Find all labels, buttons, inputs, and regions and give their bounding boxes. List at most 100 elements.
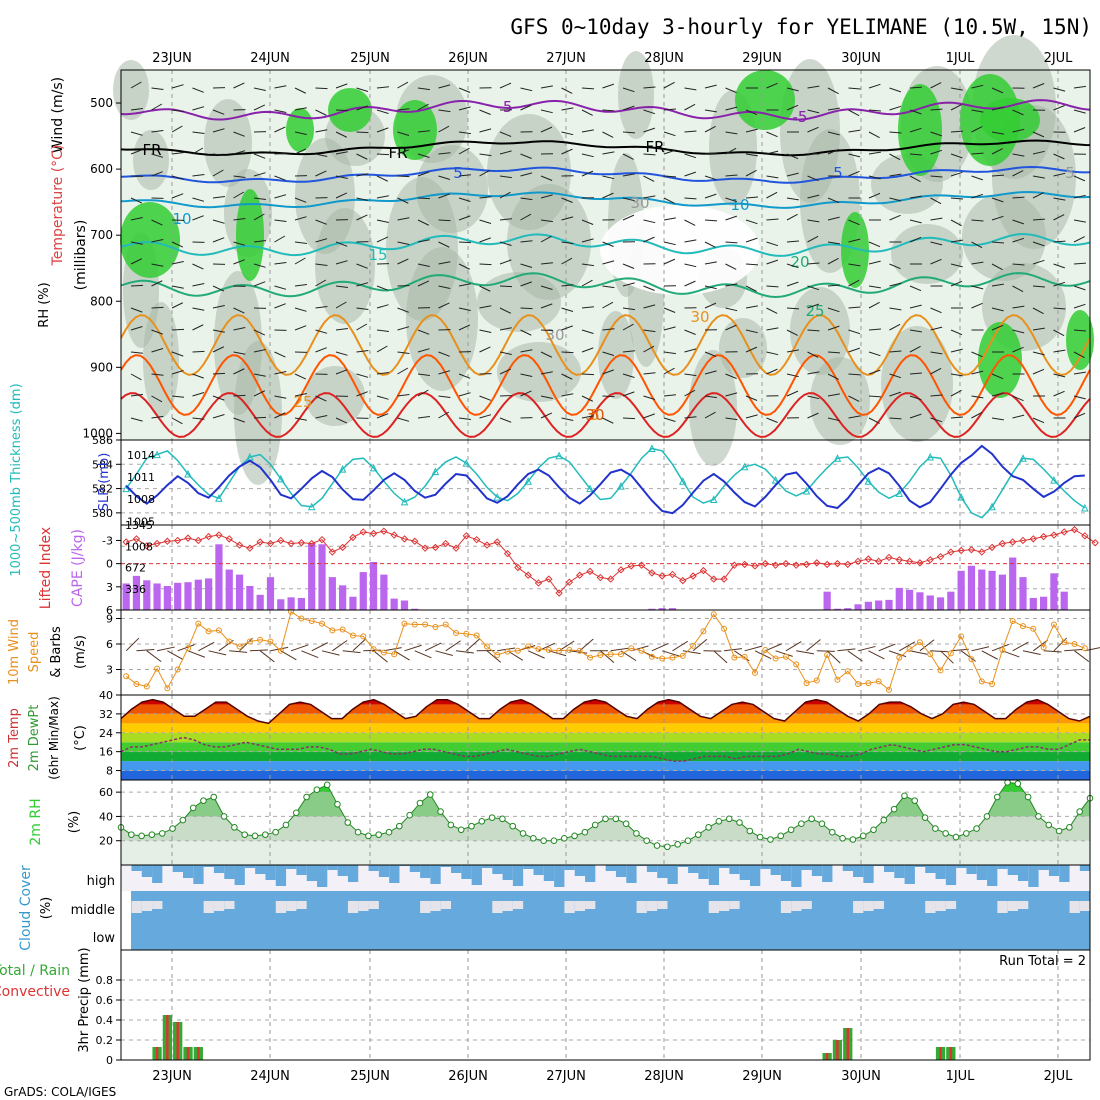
- wind-barb-10m: [125, 637, 140, 652]
- li-point: [606, 575, 615, 583]
- rh2m-point: [684, 837, 692, 845]
- wind-barb: [253, 416, 267, 419]
- wind-barb: [971, 351, 983, 358]
- contour-label: 30: [630, 194, 649, 212]
- wind-barb: [868, 241, 881, 248]
- wind-barb: [315, 87, 328, 90]
- rh2m-point: [653, 842, 661, 849]
- cloud-mid-bar: [863, 901, 874, 911]
- wind-barb-10m: [455, 650, 474, 654]
- wind-barb-10m: [868, 650, 885, 660]
- wind-barb-10m: [826, 650, 841, 664]
- wind-barb-10m: [713, 650, 728, 664]
- wind-barb: [151, 153, 164, 158]
- wind-barb: [192, 131, 205, 134]
- wind-barb: [438, 370, 451, 375]
- wind-barb: [335, 192, 348, 199]
- wind-barb: [971, 175, 984, 181]
- li-point: [493, 538, 501, 546]
- wind-speed-point: [597, 652, 604, 659]
- isotherm-line: [120, 139, 1091, 157]
- wind-speed-point: [721, 625, 728, 632]
- cape-bar: [400, 600, 409, 610]
- wind-barb: [1032, 175, 1045, 179]
- rh2m-point: [1045, 821, 1053, 829]
- cape-bar: [122, 583, 130, 610]
- cloud-high-bar: [409, 865, 421, 872]
- ylabel-temp: Temperature (°C): [50, 145, 66, 267]
- cloud-high-bar: [152, 865, 163, 883]
- wind-speed-point: [958, 633, 965, 640]
- wind-barb: [766, 259, 779, 265]
- wind-barb: [1012, 395, 1024, 402]
- wind-barb: [458, 373, 471, 379]
- li-point: [287, 539, 295, 548]
- thickness-point: [369, 463, 378, 472]
- rh2m-point: [200, 797, 207, 804]
- wind-speed-point: [813, 677, 820, 684]
- wind-barb: [171, 261, 184, 265]
- li-point: [277, 536, 285, 545]
- cloud-high-bar: [141, 865, 153, 877]
- wind-barb: [376, 285, 389, 291]
- li-point: [730, 561, 739, 569]
- wind-barb-10m: [466, 638, 481, 652]
- wind-barb: [479, 196, 492, 199]
- li-point: [1008, 538, 1017, 546]
- thickness-tick-label: 586: [92, 434, 113, 447]
- rh2m-point: [560, 834, 568, 842]
- li-point: [431, 543, 440, 552]
- wind-barb: [192, 392, 205, 397]
- wind-barb: [212, 395, 225, 401]
- li-point: [617, 566, 625, 574]
- wind-barb: [1073, 262, 1087, 265]
- cloud-mid-bar: [801, 901, 812, 909]
- wind-barb: [192, 350, 205, 353]
- wind-barb-10m: [600, 650, 615, 663]
- wind-barb: [725, 197, 738, 203]
- rh2m-point: [468, 822, 475, 830]
- wind-barb-10m: [527, 650, 545, 659]
- cloud-high-bar: [914, 865, 926, 867]
- wind-barb: [171, 193, 184, 199]
- wind-speed-point: [257, 636, 264, 643]
- wind-barb: [458, 283, 471, 287]
- wind-barb: [130, 326, 143, 331]
- cloud-mid-bar: [574, 901, 586, 911]
- ylabel-slp: SLP (mb): [97, 453, 112, 512]
- wind-speed-point: [236, 643, 243, 650]
- wind-barb: [889, 153, 901, 161]
- wind-barb: [827, 197, 840, 204]
- wind-speed-point: [576, 647, 583, 654]
- li-point: [833, 559, 842, 568]
- rh-shade: [891, 224, 963, 284]
- wind-barb: [130, 393, 143, 397]
- wind-barb: [212, 196, 225, 199]
- wind-barb: [643, 236, 655, 243]
- ylabel-cloud: Cloud Cover: [18, 865, 34, 951]
- cloud-high-bar: [842, 865, 854, 871]
- wind-barb: [991, 215, 1004, 221]
- wind-barb: [479, 395, 491, 401]
- wind-barb: [151, 219, 163, 226]
- cape-bar: [308, 543, 316, 610]
- wind-barb: [848, 263, 861, 267]
- cloud-high-bar: [605, 865, 616, 871]
- rh2m-point: [818, 820, 826, 828]
- cape-bar: [143, 580, 151, 610]
- wind-barb-10m: [1043, 650, 1062, 653]
- wind-barb-10m: [301, 650, 319, 659]
- wind-barb: [315, 129, 328, 133]
- wind-barb: [807, 285, 820, 291]
- wind-barb: [1073, 329, 1086, 332]
- li-point: [122, 538, 130, 546]
- wind-barb: [581, 219, 594, 225]
- isotherm-line: [120, 354, 1091, 416]
- cape-bar: [246, 585, 254, 610]
- temp-tick-label: 8: [106, 765, 113, 778]
- ylabel-temp-units: (°C): [73, 725, 88, 751]
- wind-barb: [253, 213, 265, 221]
- wind-barb: [909, 175, 921, 183]
- rh2m-point: [169, 825, 176, 832]
